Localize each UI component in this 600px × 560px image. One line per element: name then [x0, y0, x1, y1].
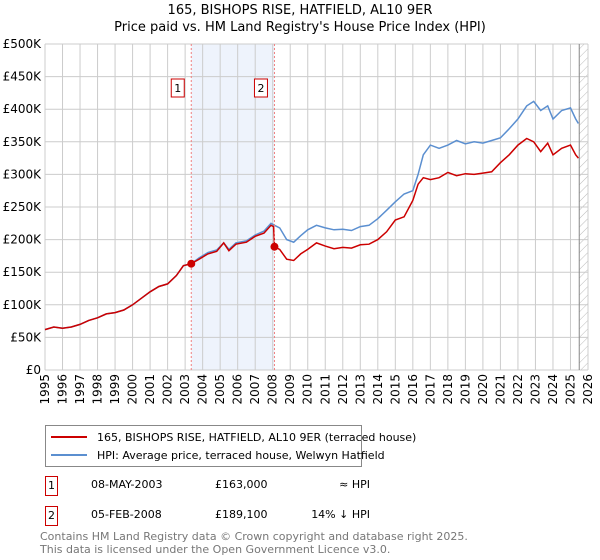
x-tick-label: 2023	[528, 374, 542, 405]
legend: 165, BISHOPS RISE, HATFIELD, AL10 9ER (t…	[45, 425, 416, 467]
x-tick-label: 2012	[336, 374, 350, 405]
x-tick-label: 1997	[73, 374, 87, 405]
transaction-price: £189,100	[215, 508, 268, 521]
y-tick-label: £350K	[3, 135, 43, 149]
x-tick-label: 2017	[423, 374, 437, 405]
chart: 1 2 1995 1996 1997 1998 1999 2000 2001 2002 2003 20…	[3, 37, 595, 405]
transaction-badge: 1	[45, 476, 58, 496]
x-tick-label: 2010	[301, 374, 315, 405]
y-tick-label: £150K	[3, 265, 43, 279]
hpi-line	[44, 100, 580, 331]
x-tick-label: 2000	[126, 374, 140, 405]
sale-badge	[253, 78, 268, 98]
sale-point	[270, 242, 279, 251]
sale-point	[187, 259, 196, 268]
x-tick-label: 2024	[546, 374, 560, 405]
transaction-date: 08-MAY-2003	[91, 478, 163, 491]
transaction-price: £163,000	[215, 478, 268, 491]
footer-licence: This data is licensed under the Open Gov…	[40, 543, 391, 556]
x-tick-label: 2011	[318, 374, 332, 405]
y-tick-label: £450K	[3, 70, 43, 84]
transaction-hpi: ≈ HPI	[339, 478, 370, 491]
x-tick-label: 1999	[108, 374, 122, 405]
property-price-line	[44, 137, 579, 331]
x-tick-label: 2013	[353, 374, 367, 405]
x-tick-label: 2005	[213, 374, 227, 405]
x-tick-label: 2018	[441, 374, 455, 405]
transaction-badge: 2	[45, 506, 58, 526]
legend-swatch-red	[51, 436, 87, 438]
sale-badge-label: 1	[174, 82, 181, 95]
sale-badge-label: 2	[257, 82, 264, 95]
footer: Contains HM Land Registry data © Crown c…	[40, 530, 468, 556]
sale-badge	[170, 78, 185, 98]
x-tick-label: 2004	[196, 374, 210, 405]
chart-subtitle: Price paid vs. HM Land Registry's House …	[114, 20, 486, 35]
legend-label: HPI: Average price, terraced house, Welw…	[97, 448, 385, 462]
x-tick-label: 2006	[231, 374, 245, 405]
x-tick-label: 1996	[56, 374, 70, 405]
x-tick-label: 2020	[476, 374, 490, 405]
y-tick-label: £250K	[3, 200, 43, 214]
x-tick-label: 2016	[406, 374, 420, 405]
x-tick-label: 2003	[178, 374, 192, 405]
y-tick-label: £400K	[3, 102, 43, 116]
x-tick-label: 2007	[248, 374, 262, 405]
x-tick-label: 2001	[143, 374, 157, 405]
transaction-row: 2 05-FEB-2008 £189,100 14% ↓ HPI	[45, 506, 545, 526]
legend-item-property: 165, BISHOPS RISE, HATFIELD, AL10 9ER (t…	[46, 429, 416, 445]
x-tick-label: 2021	[493, 374, 507, 405]
x-tick-label: 1998	[91, 374, 105, 405]
x-tick-label: 2026	[581, 374, 595, 405]
y-tick-label: £100K	[3, 298, 43, 312]
footer-copyright: Contains HM Land Registry data © Crown c…	[40, 530, 468, 543]
x-tick-label: 2002	[161, 374, 175, 405]
transaction-date: 05-FEB-2008	[91, 508, 162, 521]
chart-title: 165, BISHOPS RISE, HATFIELD, AL10 9ER	[167, 3, 433, 18]
y-tick-label: £300K	[3, 167, 43, 181]
transaction-hpi: 14% ↓ HPI	[311, 508, 370, 521]
y-tick-label: £50K	[10, 330, 42, 344]
x-tick-label: 1995	[38, 374, 52, 405]
x-tick-label: 2014	[371, 374, 385, 405]
x-tick-label: 2022	[511, 374, 525, 405]
legend-swatch-blue	[51, 454, 87, 456]
y-tick-label: £500K	[3, 37, 43, 51]
transaction-row: 1 08-MAY-2003 £163,000 ≈ HPI	[45, 476, 545, 496]
legend-label: 165, BISHOPS RISE, HATFIELD, AL10 9ER (t…	[97, 430, 417, 444]
x-tick-label: 2009	[283, 374, 297, 405]
x-tick-label: 2025	[563, 374, 577, 405]
legend-item-hpi: HPI: Average price, terraced house, Welw…	[46, 447, 385, 463]
x-tick-label: 2019	[458, 374, 472, 405]
x-tick-label: 2008	[266, 374, 280, 405]
y-tick-label: £200K	[3, 233, 43, 247]
x-tick-label: 2015	[388, 374, 402, 405]
y-tick-label: £0	[26, 363, 41, 377]
